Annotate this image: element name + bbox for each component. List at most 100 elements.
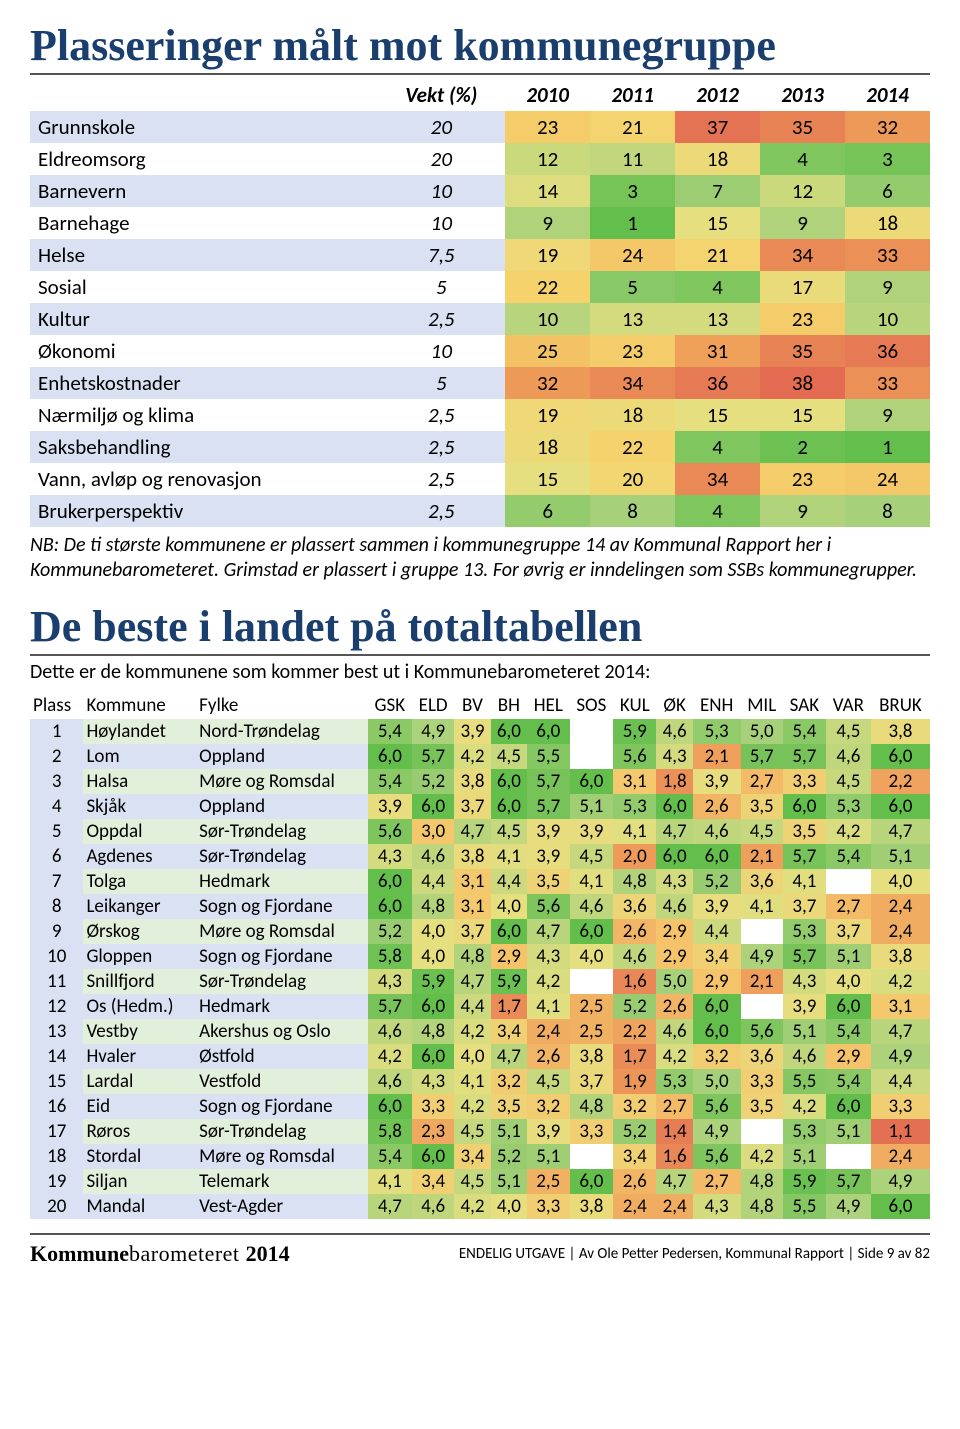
score-cell: 6,0 <box>491 719 527 744</box>
score-cell: 4,8 <box>741 1169 783 1194</box>
heat-cell: 35 <box>760 111 845 143</box>
score-cell: 6,0 <box>570 769 614 794</box>
score-cell: 4,2 <box>454 1194 490 1219</box>
score-cell: 2,9 <box>826 1044 871 1069</box>
score-cell <box>741 919 783 944</box>
row-label: Saksbehandling <box>30 431 377 463</box>
score-cell: 4,7 <box>454 819 490 844</box>
score-cell: 6,0 <box>368 894 412 919</box>
table-row: 7TolgaHedmark6,04,43,14,43,54,14,84,35,2… <box>30 869 930 894</box>
score-cell: 5,7 <box>826 1169 871 1194</box>
score-cell: 5,3 <box>826 794 871 819</box>
score-cell: 6,0 <box>368 869 412 894</box>
score-cell: 6,0 <box>368 744 412 769</box>
score-cell: 2,2 <box>613 1019 656 1044</box>
fylke-cell: Møre og Romsdal <box>196 769 368 794</box>
score-cell: 4,2 <box>871 969 930 994</box>
score-cell: 5,1 <box>871 844 930 869</box>
score-cell: 5,3 <box>656 1069 692 1094</box>
score-cell: 5,1 <box>826 944 871 969</box>
heat-cell: 21 <box>675 239 760 271</box>
score-cell: 3,7 <box>570 1069 614 1094</box>
score-cell: 2,4 <box>613 1194 656 1219</box>
score-cell: 4,8 <box>570 1094 614 1119</box>
score-cell: 3,8 <box>454 769 490 794</box>
score-cell: 1,8 <box>656 769 692 794</box>
row-label: Økonomi <box>30 335 377 367</box>
heat-cell: 18 <box>590 399 675 431</box>
table-row: Kultur2,51013132310 <box>30 303 930 335</box>
table-row: Sosial52254179 <box>30 271 930 303</box>
score-cell: 6,0 <box>412 994 454 1019</box>
score-cell: 4,7 <box>454 969 490 994</box>
table-row: 6AgdenesSør-Trøndelag4,34,63,84,13,94,52… <box>30 844 930 869</box>
row-label: Sosial <box>30 271 377 303</box>
table-row: 1HøylandetNord-Trøndelag5,44,93,96,06,05… <box>30 719 930 744</box>
score-cell: 3,9 <box>527 1119 570 1144</box>
kommune-cell: Halsa <box>83 769 196 794</box>
heat-cell: 22 <box>505 271 590 303</box>
rank-cell: 15 <box>30 1069 83 1094</box>
row-label: Barnehage <box>30 207 377 239</box>
score-cell: 6,0 <box>368 1094 412 1119</box>
fylke-cell: Sør-Trøndelag <box>196 1119 368 1144</box>
score-cell: 2,5 <box>570 1019 614 1044</box>
score-cell: 5,9 <box>412 969 454 994</box>
heat-cell: 10 <box>505 303 590 335</box>
score-cell: 3,2 <box>491 1069 527 1094</box>
col-ØK: ØK <box>656 692 692 719</box>
kommune-cell: Oppdal <box>83 819 196 844</box>
table-row: Nærmiljø og klima2,5191815159 <box>30 399 930 431</box>
score-cell: 2,7 <box>826 894 871 919</box>
col-ELD: ELD <box>412 692 454 719</box>
rank-cell: 14 <box>30 1044 83 1069</box>
row-label: Enhetskostnader <box>30 367 377 399</box>
score-cell: 4,7 <box>871 819 930 844</box>
score-cell: 3,9 <box>693 894 741 919</box>
fylke-cell: Vestfold <box>196 1069 368 1094</box>
col-Kommune: Kommune <box>83 692 196 719</box>
kommune-cell: Agdenes <box>83 844 196 869</box>
rank-cell: 3 <box>30 769 83 794</box>
score-cell: 3,3 <box>527 1194 570 1219</box>
score-cell: 3,9 <box>527 844 570 869</box>
col-BV: BV <box>454 692 490 719</box>
score-cell: 1,4 <box>656 1119 692 1144</box>
score-cell: 4,6 <box>613 944 656 969</box>
heat-cell: 14 <box>505 175 590 207</box>
score-cell: 3,9 <box>783 994 826 1019</box>
score-cell: 5,2 <box>613 1119 656 1144</box>
score-cell: 4,8 <box>412 894 454 919</box>
score-cell: 4,3 <box>656 744 692 769</box>
score-cell: 3,8 <box>871 719 930 744</box>
heat-cell: 34 <box>760 239 845 271</box>
score-cell: 2,4 <box>871 1144 930 1169</box>
score-cell: 4,7 <box>527 919 570 944</box>
heat-cell: 24 <box>845 463 930 495</box>
score-cell: 3,7 <box>454 794 490 819</box>
heat-cell: 32 <box>505 367 590 399</box>
score-cell: 4,9 <box>693 1119 741 1144</box>
score-cell: 3,3 <box>783 769 826 794</box>
score-cell: 2,1 <box>741 969 783 994</box>
score-cell: 4,9 <box>741 944 783 969</box>
heat-cell: 10 <box>845 303 930 335</box>
heat-cell: 9 <box>760 495 845 527</box>
score-cell: 4,1 <box>570 869 614 894</box>
fylke-cell: Sør-Trøndelag <box>196 969 368 994</box>
col-SOS: SOS <box>570 692 614 719</box>
row-label: Kultur <box>30 303 377 335</box>
fylke-cell: Sogn og Fjordane <box>196 894 368 919</box>
score-cell: 5,4 <box>368 769 412 794</box>
score-cell: 4,6 <box>412 1194 454 1219</box>
heat-cell: 19 <box>505 239 590 271</box>
heat-cell: 34 <box>675 463 760 495</box>
score-cell: 6,0 <box>871 744 930 769</box>
row-label: Barnevern <box>30 175 377 207</box>
score-cell: 6,0 <box>826 994 871 1019</box>
score-cell: 5,1 <box>527 1144 570 1169</box>
score-cell: 5,7 <box>783 844 826 869</box>
table-row: 2LomOppland6,05,74,24,55,55,64,32,15,75,… <box>30 744 930 769</box>
table-row: 20MandalVest-Agder4,74,64,24,03,33,82,42… <box>30 1194 930 1219</box>
score-cell: 4,6 <box>656 719 692 744</box>
